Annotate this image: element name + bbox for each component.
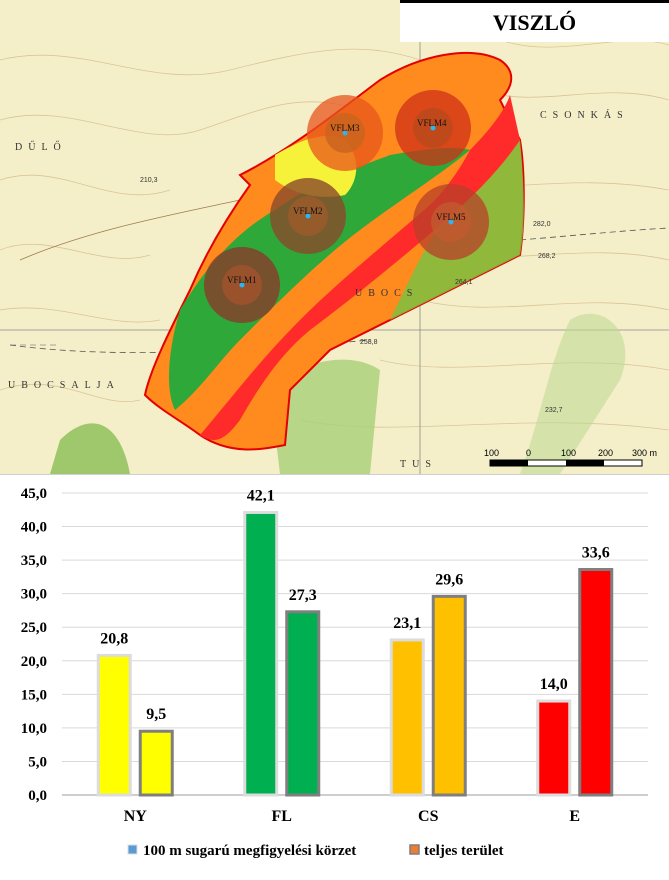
legend-label-total: teljes terület: [424, 843, 504, 859]
legend-label-observation: 100 m sugarú megfigyelési körzet: [143, 843, 356, 859]
data-labels: 20,8 9,5 42,1 27,3 23,1 29,6 14,0 33,6: [100, 487, 610, 723]
plot-vflm5: VFLM5: [413, 184, 489, 260]
scale-label: 100: [484, 448, 499, 458]
bar-fl-observation: [243, 510, 279, 797]
bar-ny-total: [138, 729, 174, 797]
plot-vflm2: VFLM2: [270, 178, 346, 254]
plot-vflm1: VFLM1: [204, 247, 280, 323]
map-title: VISZLÓ: [400, 0, 669, 42]
place-names: DŰLŐ CSONKÁS UBOCS UBOCSALJA TUS: [8, 109, 629, 470]
place-name: TUS: [400, 459, 437, 470]
bar-e-total: [578, 568, 614, 797]
plot-label: VFLM1: [227, 275, 257, 285]
bar-ny-observation: [96, 653, 132, 797]
y-tick-label: 35,0: [21, 553, 47, 569]
chart-canvas: 0,0 5,0 10,0 15,0 20,0 25,0 30,0 35,0 40,0 45,0 2…: [21, 486, 648, 859]
bar-fl-total: [285, 610, 321, 797]
spot-height: 268,2: [538, 253, 556, 260]
data-label: 9,5: [146, 706, 166, 723]
plot-vflm3: VFLM3: [307, 95, 383, 171]
plot-label: VFLM5: [436, 212, 466, 222]
scale-bar: 100 0 100 200 300 m: [484, 448, 657, 467]
y-tick-label: 20,0: [21, 654, 47, 670]
place-name: DŰLŐ: [15, 141, 67, 153]
y-tick-label: 40,0: [21, 520, 47, 536]
clearcut-belt: [200, 95, 520, 440]
bar-cs-total: [431, 594, 467, 797]
plot-vflm4: VFLM4: [395, 90, 471, 166]
scale-label: 300 m: [632, 448, 657, 458]
data-label: 29,6: [435, 571, 463, 588]
plot-label: VFLM4: [417, 118, 447, 128]
outside-forest-patch: [50, 423, 130, 474]
y-tick-label: 10,0: [21, 721, 47, 737]
outside-forest-patch: [520, 313, 626, 474]
scale-label: 200: [598, 448, 613, 458]
place-name: CSONKÁS: [540, 109, 629, 121]
plot-label: VFLM3: [330, 123, 360, 133]
data-label: 27,3: [289, 587, 317, 604]
category-label: FL: [272, 808, 292, 825]
spot-height: 232,7: [545, 407, 563, 414]
scale-label: 100: [561, 448, 576, 458]
place-name: UBOCS: [355, 288, 418, 299]
category-label: NY: [124, 808, 148, 825]
data-label: 14,0: [540, 676, 568, 693]
spot-height: 258,8: [360, 339, 378, 346]
y-tick-label: 0,0: [28, 788, 47, 804]
spot-height: 282,0: [533, 221, 551, 228]
legend-swatch-total: [409, 844, 420, 855]
y-tick-label: 5,0: [28, 754, 47, 770]
place-name: UBOCSALJA: [8, 380, 120, 391]
data-label: 23,1: [393, 615, 421, 632]
bar-e-observation: [536, 699, 572, 797]
scale-label: 0: [526, 448, 531, 458]
legend-swatch-observation: [127, 844, 138, 855]
y-tick-label: 15,0: [21, 687, 47, 703]
y-tick-label: 30,0: [21, 587, 47, 603]
y-tick-label: 45,0: [21, 486, 47, 502]
spot-height: 210,3: [140, 177, 158, 184]
outside-forest-patch: [270, 359, 380, 474]
vegetation-map: VFLM3 VFLM4 VFLM2 VFLM5: [0, 0, 669, 474]
bar-chart: 0,0 5,0 10,0 15,0 20,0 25,0 30,0 35,0 40,0 45,0 2…: [0, 474, 669, 879]
plot-label: VFLM2: [293, 206, 323, 216]
data-label: 20,8: [100, 630, 128, 647]
map-canvas: VFLM3 VFLM4 VFLM2 VFLM5: [0, 0, 669, 474]
y-tick-label: 25,0: [21, 620, 47, 636]
x-axis: NY FL CS E: [124, 808, 580, 825]
y-axis: 0,0 5,0 10,0 15,0 20,0 25,0 30,0 35,0 40,0 45,0: [21, 486, 47, 804]
legend: 100 m sugarú megfigyelési körzet teljes …: [127, 843, 504, 859]
category-label: CS: [418, 808, 439, 825]
bar-cs-observation: [389, 638, 425, 797]
observation-plots: VFLM3 VFLM4 VFLM2 VFLM5: [204, 90, 489, 323]
category-label: E: [569, 808, 580, 825]
bars: [96, 510, 614, 797]
spot-heights: 210,3 282,0 268,2 264,1 258,8 232,7: [140, 177, 563, 414]
data-label: 42,1: [247, 487, 275, 504]
data-label: 33,6: [582, 545, 610, 562]
spot-height: 264,1: [455, 279, 473, 286]
